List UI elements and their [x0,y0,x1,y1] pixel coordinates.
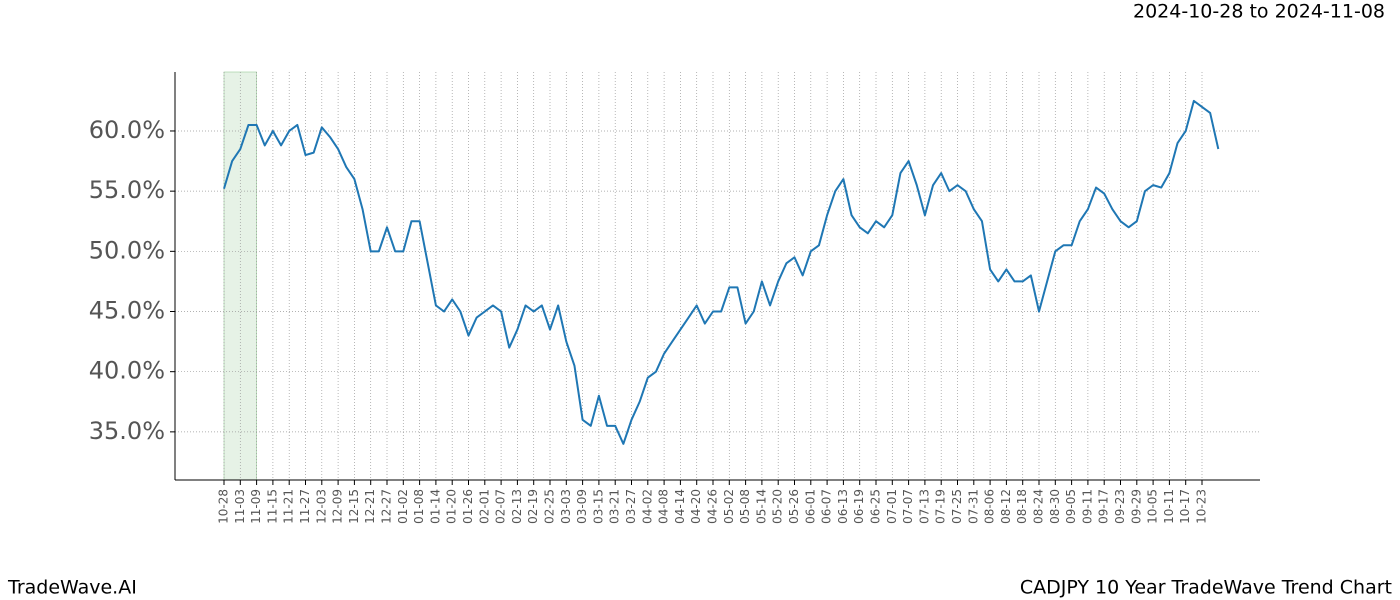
y-tick-label: 45.0% [89,297,165,325]
x-tick-label: 09-05 [1064,489,1078,524]
x-tick-label: 09-11 [1080,489,1094,524]
x-tick-label: 06-07 [820,489,834,524]
x-tick-label: 07-13 [917,489,931,524]
y-tick-label: 35.0% [89,417,165,445]
x-tick-label: 12-15 [347,489,361,524]
x-tick-label: 06-13 [836,489,850,524]
x-tick-label: 10-11 [1162,489,1176,524]
x-tick-label: 11-21 [282,489,296,524]
x-tick-label: 08-24 [1032,489,1046,524]
x-tick-label: 01-08 [412,489,426,524]
x-tick-label: 08-12 [999,489,1013,524]
x-tick-label: 02-25 [543,489,557,524]
x-tick-label: 07-31 [966,489,980,524]
x-tick-label: 05-02 [722,489,736,524]
x-tick-label: 07-25 [950,489,964,524]
x-tick-label: 07-19 [934,489,948,524]
x-tick-label: 10-28 [217,489,231,524]
x-tick-label: 06-25 [869,489,883,524]
x-tick-label: 10-23 [1195,489,1209,524]
x-tick-label: 12-21 [363,489,377,524]
date-range: 2024-10-28 to 2024-11-08 [1133,1,1385,23]
x-tick-label: 08-18 [1015,489,1029,524]
x-tick-label: 08-06 [983,489,997,524]
x-tick-label: 10-17 [1178,489,1192,524]
x-tick-label: 01-02 [396,489,410,524]
x-tick-label: 02-13 [510,489,524,524]
x-tick-label: 09-29 [1129,489,1143,524]
x-tick-label: 03-27 [624,489,638,524]
x-tick-label: 07-01 [885,489,899,524]
x-tick-label: 05-26 [787,489,801,524]
x-tick-label: 04-02 [640,489,654,524]
brand: TradeWave.AI [7,577,137,599]
x-tick-label: 04-26 [706,489,720,524]
y-tick-label: 55.0% [89,176,165,204]
caption: CADJPY 10 Year TradeWave Trend Chart [1020,577,1392,599]
x-tick-label: 05-14 [754,489,768,524]
x-tick-label: 12-09 [331,489,345,524]
x-tick-label: 07-07 [901,489,915,524]
x-tick-label: 04-14 [673,489,687,524]
x-tick-label: 06-01 [803,489,817,524]
x-tick-label: 10-05 [1146,489,1160,524]
x-tick-label: 04-20 [689,489,703,524]
x-tick-label: 01-20 [445,489,459,524]
x-tick-label: 02-01 [477,489,491,524]
y-tick-label: 60.0% [89,116,165,144]
x-tick-label: 11-27 [298,489,312,524]
x-tick-label: 09-23 [1113,489,1127,524]
x-tick-label: 11-03 [233,489,247,524]
y-tick-label: 40.0% [89,357,165,385]
x-tick-label: 02-07 [494,489,508,524]
x-tick-label: 05-08 [738,489,752,524]
x-tick-label: 02-19 [526,489,540,524]
x-tick-label: 04-08 [657,489,671,524]
x-tick-label: 03-09 [575,489,589,524]
x-tick-label: 12-03 [314,489,328,524]
trend-line [223,99,1220,445]
x-tick-label: 03-03 [559,489,573,524]
x-tick-label: 09-17 [1097,489,1111,524]
x-tick-label: 11-15 [265,489,279,524]
x-tick-label: 11-09 [249,489,263,524]
x-tick-label: 03-21 [608,489,622,524]
x-tick-label: 05-20 [771,489,785,524]
y-tick-label: 50.0% [89,236,165,264]
x-tick-label: 03-15 [591,489,605,524]
x-tick-label: 01-14 [428,489,442,524]
x-tick-label: 01-26 [461,489,475,524]
x-tick-label: 08-30 [1048,489,1062,524]
x-tick-label: 06-19 [852,489,866,524]
x-tick-label: 12-27 [380,489,394,524]
